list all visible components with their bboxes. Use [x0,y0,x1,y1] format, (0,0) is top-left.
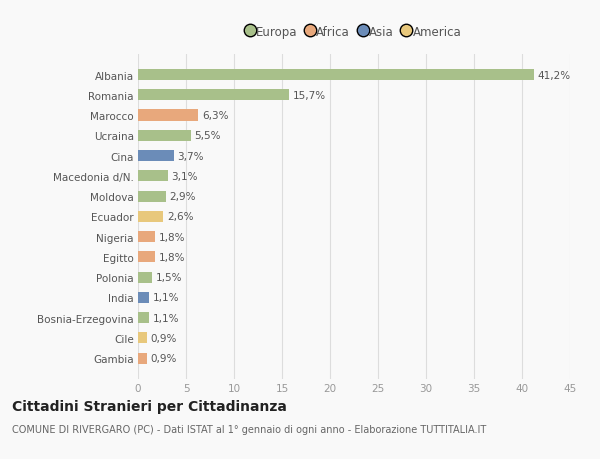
Bar [138,171,168,182]
Bar [138,333,146,344]
Text: 3,7%: 3,7% [178,151,204,161]
Bar [138,313,149,324]
Bar [138,70,533,81]
Text: 1,5%: 1,5% [156,273,183,283]
Text: 1,1%: 1,1% [152,313,179,323]
Text: 2,9%: 2,9% [170,192,196,202]
Text: 1,8%: 1,8% [159,252,185,262]
Text: 6,3%: 6,3% [202,111,229,121]
Bar [138,191,166,202]
Bar [138,130,191,141]
Text: 1,1%: 1,1% [152,293,179,303]
Bar [138,211,163,223]
Bar [138,292,149,303]
Text: COMUNE DI RIVERGARO (PC) - Dati ISTAT al 1° gennaio di ogni anno - Elaborazione : COMUNE DI RIVERGARO (PC) - Dati ISTAT al… [12,425,486,435]
Text: 1,8%: 1,8% [159,232,185,242]
Text: 15,7%: 15,7% [293,90,326,101]
Bar [138,272,152,283]
Text: Cittadini Stranieri per Cittadinanza: Cittadini Stranieri per Cittadinanza [12,399,287,413]
Bar [138,252,155,263]
Text: 41,2%: 41,2% [538,70,571,80]
Text: 3,1%: 3,1% [172,172,198,181]
Text: 0,9%: 0,9% [151,353,177,364]
Bar [138,110,199,121]
Text: 2,6%: 2,6% [167,212,193,222]
Bar [138,151,173,162]
Text: 5,5%: 5,5% [194,131,221,141]
Legend: Europa, Africa, Asia, America: Europa, Africa, Asia, America [243,22,465,42]
Bar [138,353,146,364]
Bar [138,231,155,243]
Bar [138,90,289,101]
Text: 0,9%: 0,9% [151,333,177,343]
